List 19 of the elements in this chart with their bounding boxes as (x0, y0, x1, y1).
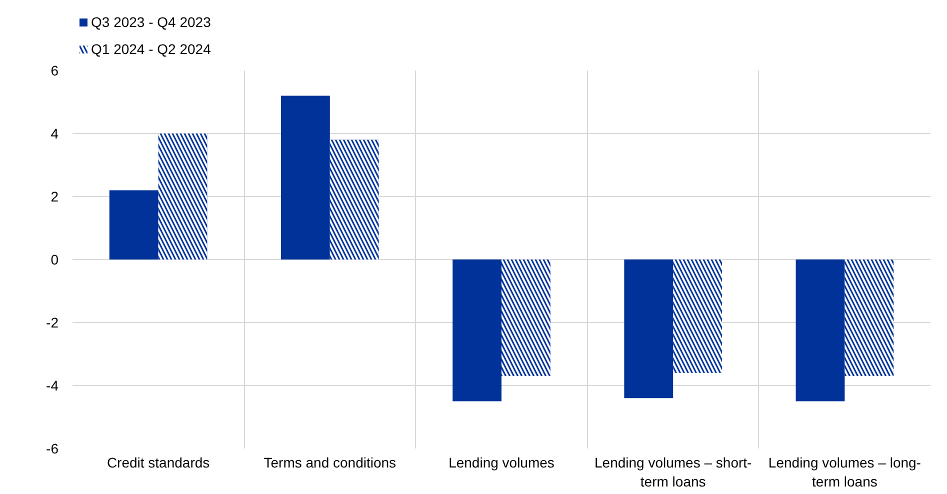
y-tick-label: -6 (46, 440, 59, 456)
x-tick-label: Credit standards (106, 454, 210, 470)
x-tick-label: Lending volumes (448, 454, 554, 470)
bar (109, 190, 158, 260)
legend-label: Q1 2024 - Q2 2024 (91, 41, 211, 57)
y-tick-label: 2 (50, 188, 59, 204)
bar (280, 96, 330, 260)
bar (624, 260, 674, 398)
y-tick-label: 6 (50, 62, 59, 78)
x-tick-label: Lending volumes – long-term loans (768, 454, 922, 490)
bar (452, 260, 502, 402)
x-tick-label: Terms and conditions (264, 454, 396, 470)
y-tick-label: -2 (46, 314, 59, 330)
bar (796, 260, 845, 402)
y-tick-label: 0 (50, 252, 59, 268)
y-tick-label: 4 (50, 126, 59, 142)
legend-label: Q3 2023 - Q4 2023 (91, 14, 211, 30)
y-tick-label: -4 (46, 378, 59, 394)
x-tick-label: Lending volumes – short-term loans (594, 454, 752, 490)
